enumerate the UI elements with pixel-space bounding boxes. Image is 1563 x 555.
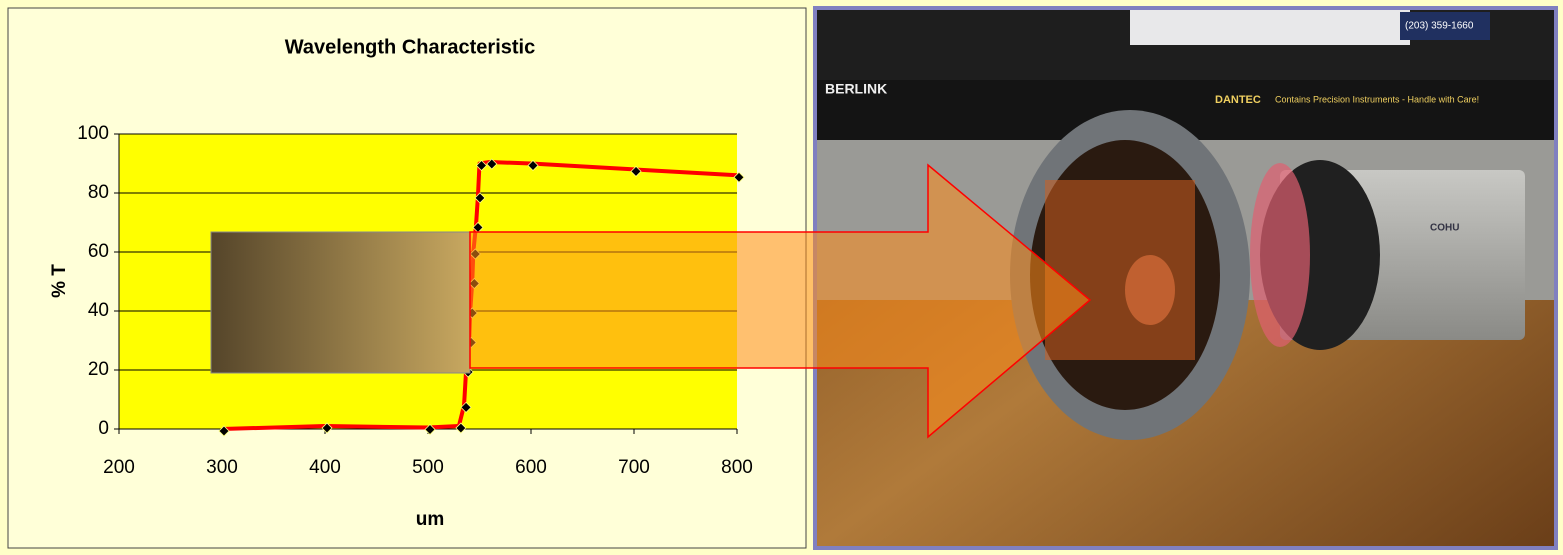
data-marker — [630, 165, 642, 177]
x-axis-title: um — [416, 509, 445, 530]
x-tick-label: 200 — [103, 457, 135, 478]
data-marker — [455, 422, 467, 434]
y-tick-label: 80 — [88, 182, 109, 203]
arrow — [469, 163, 1092, 439]
photo-label: DANTEC — [1215, 94, 1261, 106]
x-tick-label: 700 — [618, 457, 650, 478]
photo-label: (203) 359-1660 — [1405, 21, 1474, 32]
lens-ring — [1250, 163, 1310, 347]
data-marker — [475, 159, 488, 172]
label-plate — [1400, 12, 1490, 40]
x-tick-label: 600 — [515, 457, 547, 478]
box — [1130, 10, 1410, 45]
y-tick-label: 40 — [88, 300, 109, 321]
x-tick-label: 400 — [309, 457, 341, 478]
chart-title: Wavelength Characteristic — [285, 36, 535, 58]
data-marker — [424, 423, 436, 436]
data-marker — [733, 171, 745, 183]
photo: BERLINK DANTEC Contains Precision Instru… — [813, 6, 1558, 550]
y-tick-label: 0 — [98, 418, 109, 439]
data-marker — [474, 192, 486, 204]
color-swatch — [210, 231, 471, 374]
y-tick-label: 100 — [77, 123, 109, 144]
data-marker — [460, 401, 472, 413]
x-tick-label: 800 — [721, 457, 753, 478]
x-tick-label: 500 — [412, 457, 444, 478]
data-marker — [527, 159, 539, 172]
data-marker — [218, 425, 230, 437]
photo-label: Contains Precision Instruments - Handle … — [1275, 94, 1479, 104]
photo-label: BERLINK — [825, 81, 887, 97]
reflection — [1125, 255, 1175, 325]
data-marker — [321, 422, 333, 434]
filter — [1045, 180, 1195, 360]
photo-label: COHU — [1430, 223, 1459, 234]
data-marker — [486, 158, 498, 170]
y-axis-title: % T — [49, 264, 70, 298]
y-tick-label: 60 — [88, 241, 109, 262]
x-tick-label: 300 — [206, 457, 238, 478]
y-tick-label: 20 — [88, 359, 109, 380]
